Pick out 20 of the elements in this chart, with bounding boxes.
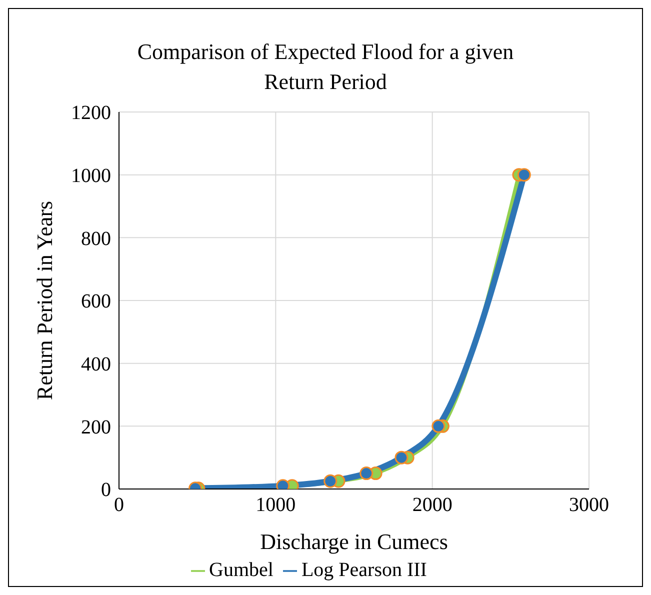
point — [360, 466, 374, 480]
y-tick-label: 1000 — [71, 164, 111, 187]
y-tick-label: 200 — [81, 416, 111, 438]
point — [324, 474, 338, 488]
x-axis-title: Discharge in Cumecs — [260, 529, 448, 554]
x-tick-label: 1000 — [256, 494, 296, 516]
point — [517, 168, 531, 182]
point — [432, 419, 446, 433]
legend-label: Log Pearson III — [301, 559, 427, 581]
y-tick-label: 400 — [81, 353, 111, 376]
y-tick-label: 800 — [81, 228, 111, 250]
x-tick-label: 2000 — [412, 494, 452, 516]
x-tick-label: 3000 — [569, 494, 609, 516]
y-tick-label: 1200 — [71, 102, 111, 124]
y-axis-title: Return Period in Years — [32, 200, 57, 400]
y-tick-label: 600 — [81, 290, 111, 313]
point — [394, 450, 408, 464]
y-tick-label: 0 — [101, 479, 111, 502]
chart-title: Comparison of Expected Flood for a given Return Period — [136, 38, 515, 96]
legend-label: Gumbel — [209, 559, 274, 581]
